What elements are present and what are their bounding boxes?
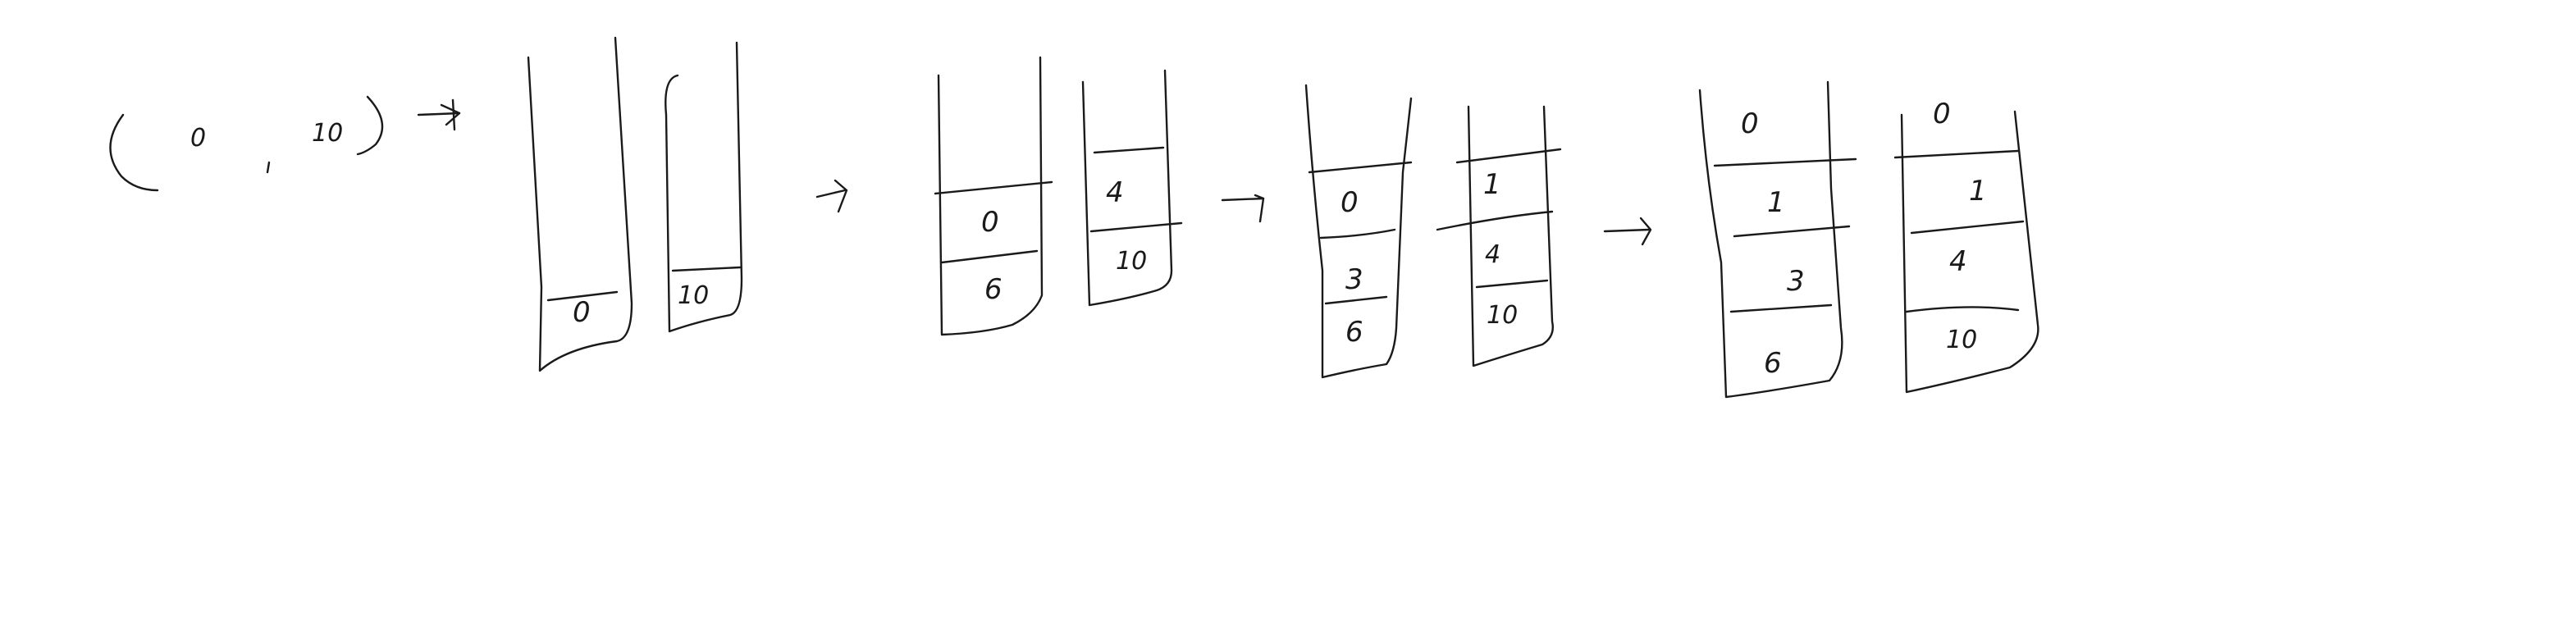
tuple-comma [266,161,271,174]
stack-cell-value: 6 [984,273,1003,306]
stage-3-left-stack: 0 3 6 [1304,84,1413,379]
stack-divider [671,266,742,272]
close-paren [356,95,384,156]
stack-outline [1900,110,2039,394]
stack-cell-value: 3 [1345,263,1363,296]
open-paren [109,113,159,192]
arrow-icon [1221,194,1265,223]
stack-cell-value: 0 [573,296,591,329]
arrow-icon [1603,217,1652,246]
stack-divider [1324,295,1388,305]
stack-cell-value: 3 [1787,265,1805,298]
stack-divider [1729,303,1833,313]
stack-divider [1089,221,1183,233]
stack-outline [1304,84,1413,379]
stack-cell-value: 0 [1341,186,1359,219]
stack-divider [1319,228,1396,240]
stack-divider [546,290,619,302]
stack-divider [1308,161,1413,174]
stack-cell-value: 1 [1969,175,1987,208]
stack-divider [1436,210,1554,231]
input-tuple: 0 10 [109,95,384,192]
stack-cell-value: 4 [1485,240,1500,269]
stage-2: 0 6 4 10 [934,56,1183,336]
stack-cell-value: 10 [1116,247,1147,276]
stack-divider [934,180,1053,195]
stack-cell-value: 1 [1767,186,1785,219]
stack-cell-value: 1 [1483,168,1501,201]
stack-cell-value: 0 [1933,98,1951,130]
stack-divider [1893,149,2020,159]
arrow-icon [815,179,848,213]
stage-1-right-stack: 10 [665,41,743,333]
stage-4-left-stack: 0 1 3 6 [1698,80,1857,399]
stack-divider [1093,146,1165,154]
stack-cell-value: 4 [1106,176,1124,209]
stack-outline [527,36,633,372]
stage-3: 0 3 6 1 4 10 [1304,84,1562,379]
stack-cell-value: 10 [1946,326,1977,354]
stack-outline [937,56,1044,336]
tuple-first-value: 0 [190,124,206,153]
arrow-icon [417,98,461,131]
stack-divider [1733,225,1851,238]
stack-cell-value: 4 [1949,245,1967,278]
stage-1: 0 10 [527,36,743,372]
stack-cell-value: 0 [981,206,999,239]
stack-divider [940,249,1039,264]
stack-outline [665,41,743,333]
stage-1-left-stack: 0 [527,36,633,372]
stack-divider [1713,157,1857,167]
stack-cell-value: 6 [1764,347,1782,380]
stack-divider [1455,148,1562,164]
stack-cell-value: 6 [1345,316,1363,349]
stack-divider [1905,306,2020,313]
stack-divider [1910,220,2025,235]
stage-2-left-stack: 0 6 [934,56,1053,336]
stack-cell-value: 10 [678,281,709,310]
stack-outline [1698,80,1843,399]
stack-cell-value: 10 [1487,301,1518,330]
stack-outline [1467,105,1554,367]
stage-4-right-stack: 0 1 4 10 [1893,98,2039,394]
stage-3-right-stack: 1 4 10 [1436,105,1562,367]
stack-outline [1081,69,1173,307]
stage-2-right-stack: 4 10 [1081,69,1183,307]
stage-4: 0 1 3 6 0 1 4 10 [1698,80,2039,399]
stack-cell-value: 0 [1741,107,1759,140]
tuple-second-value: 10 [312,119,343,148]
stack-divider [1475,279,1549,289]
